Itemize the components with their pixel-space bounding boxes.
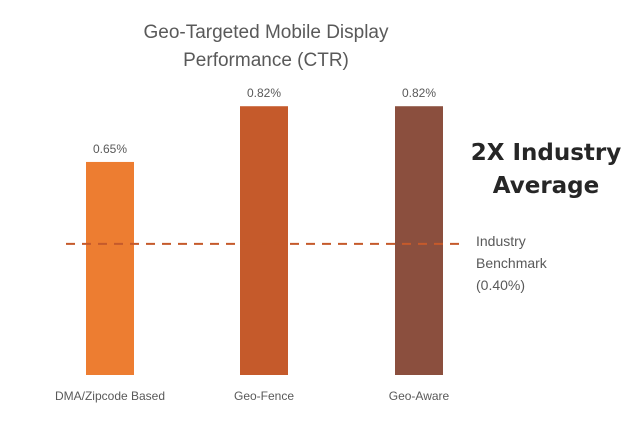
category-label-2: Geo-Fence	[234, 389, 294, 403]
bar-3	[395, 106, 443, 375]
benchmark-label-line-2: Benchmark	[476, 255, 548, 271]
callout-line-1: 2X Industry	[471, 140, 622, 166]
bar-1	[86, 161, 134, 375]
benchmark-label-line-1: Industry	[476, 233, 526, 249]
bar-2	[240, 106, 288, 375]
chart-title-line-2: Performance (CTR)	[183, 50, 349, 71]
category-label-1: DMA/Zipcode Based	[55, 389, 165, 403]
callout-line-2: Average	[493, 173, 600, 199]
chart-title-line-1: Geo-Targeted Mobile Display	[143, 22, 389, 43]
benchmark-label-line-3: (0.40%)	[476, 277, 525, 293]
bar-value-label-2: 0.82%	[247, 86, 281, 100]
bar-value-label-3: 0.82%	[402, 86, 436, 100]
bar-value-label-1: 0.65%	[93, 142, 127, 156]
category-label-3: Geo-Aware	[389, 389, 450, 403]
bar-series: 0.65% DMA/Zipcode Based 0.82% Geo-Fence 0.82…	[55, 86, 450, 403]
